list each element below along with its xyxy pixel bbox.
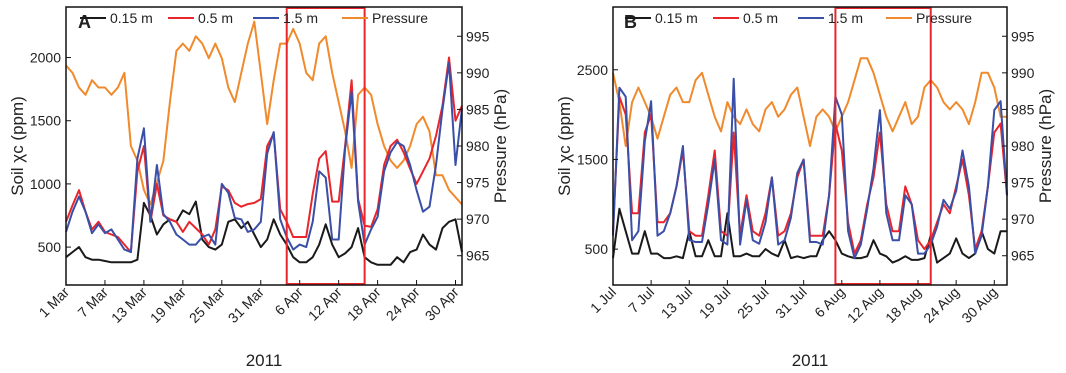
panel-a: 500 1000 1500 2000 965 970 975 980 985 990 995 1 Ma…	[8, 6, 510, 370]
series-line-pressure	[612, 57, 1007, 147]
series-line-0-15-m	[612, 207, 1007, 264]
legend-label: 0.15 m	[110, 10, 153, 26]
y2-tick-label: 995	[466, 28, 490, 44]
x-tick-label: 1 Mar	[35, 284, 72, 321]
x-tick-label: 6 Aug	[811, 284, 848, 321]
highlight-box	[834, 7, 932, 285]
x-tick-label: 25 Jul	[734, 284, 772, 322]
y2-tick-label: 970	[466, 211, 490, 227]
y2-tick-label: 995	[1011, 28, 1035, 44]
x-tick-label: 30 Apr	[422, 284, 462, 324]
x-tick-label: 31 Mar	[225, 284, 267, 326]
y-axis-label: Soil χc (ppm)	[555, 96, 574, 196]
y-tick-label: 1000	[30, 176, 61, 192]
x-tick-label: 12 Apr	[305, 284, 345, 324]
y2-tick-label: 970	[1011, 211, 1035, 227]
x-axis-label: 2011	[792, 351, 829, 370]
highlight-box	[285, 7, 366, 285]
y-tick-label: 500	[38, 239, 62, 255]
x-tick-label: 18 Aug	[882, 284, 924, 326]
x-tick-label: 12 Aug	[844, 284, 886, 326]
x-tick-label: 31 Jul	[772, 284, 810, 322]
y-tick-label: 500	[585, 241, 609, 257]
y2-tick-label: 990	[1011, 65, 1035, 81]
y2-axis-label: Pressure (hPa)	[491, 89, 510, 203]
x-axis-label: 2011	[246, 351, 283, 370]
x-tick-label: 13 Jul	[658, 284, 696, 322]
y2-tick-label: 980	[1011, 138, 1035, 154]
legend-label: 0.5 m	[198, 10, 233, 26]
x-tick-label: 25 Mar	[186, 284, 228, 326]
y-tick-label: 1500	[30, 113, 61, 129]
y2-tick-label: 965	[466, 248, 490, 264]
x-tick-label: 19 Jul	[696, 284, 734, 322]
series-line-0-15-m	[65, 200, 463, 266]
y-tick-label: 2500	[577, 62, 608, 78]
series-line-pressure	[65, 20, 463, 206]
y-axis-label: Soil χc (ppm)	[8, 96, 27, 196]
x-tick-label: 13 Mar	[108, 284, 150, 326]
legend-label: Pressure	[372, 10, 428, 26]
x-tick-label: 6 Apr	[271, 284, 306, 319]
y2-tick-label: 965	[1011, 248, 1035, 264]
x-tick-label: 24 Apr	[383, 284, 423, 324]
panel-letter: A	[78, 12, 91, 32]
legend-label: 1.5 m	[283, 10, 318, 26]
y2-tick-label: 985	[1011, 101, 1035, 117]
legend-label: Pressure	[916, 10, 972, 26]
panel-letter: B	[624, 12, 637, 32]
x-tick-label: 18 Apr	[344, 284, 384, 324]
x-tick-label: 30 Aug	[958, 284, 1000, 326]
series-line-1-5-m	[65, 61, 463, 254]
x-tick-label: 24 Aug	[920, 284, 962, 326]
x-tick-label: 19 Mar	[147, 284, 189, 326]
y2-tick-label: 975	[1011, 175, 1035, 191]
x-tick-label: 7 Mar	[74, 284, 111, 321]
y2-axis-label: Pressure (hPa)	[1036, 89, 1055, 203]
panel-b: 500 1500 2500 965 970 975 980 985 990 995 1 Jul 7 J…	[555, 6, 1055, 370]
y2-tick-label: 985	[466, 101, 490, 117]
x-tick-label: 7 Jul	[625, 284, 657, 316]
legend-label: 0.5 m	[743, 10, 778, 26]
y2-tick-label: 990	[466, 65, 490, 81]
series-line-1-5-m	[612, 77, 1008, 260]
legend-label: 0.15 m	[655, 10, 698, 26]
x-tick-label: 1 Jul	[587, 284, 619, 316]
y2-tick-label: 980	[466, 138, 490, 154]
y-tick-label: 2000	[30, 50, 61, 66]
y2-tick-label: 975	[466, 175, 490, 191]
y-tick-label: 1500	[577, 151, 608, 167]
legend-label: 1.5 m	[828, 10, 863, 26]
